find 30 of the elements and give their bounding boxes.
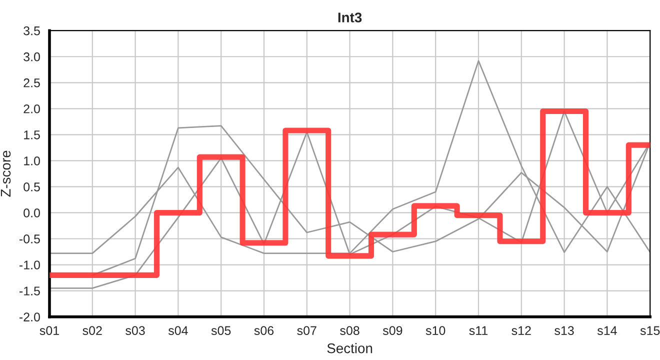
x-tick-label: s05 <box>211 326 231 336</box>
y-tick-label: 0.0 <box>24 208 40 218</box>
y-tick-label: 3.0 <box>24 52 40 62</box>
x-tick-label: s11 <box>469 326 488 336</box>
x-tick-label: s07 <box>297 326 316 336</box>
x-tick-label: s13 <box>554 326 574 336</box>
x-tick-label: s03 <box>126 326 145 336</box>
x-tick-label: s01 <box>40 326 59 336</box>
x-tick-label: s08 <box>340 326 360 336</box>
y-tick-label: -0.5 <box>19 234 40 244</box>
x-axis-title: Section <box>327 343 372 354</box>
y-tick-label: -1.0 <box>19 260 40 270</box>
chart-title: Int3 <box>338 12 362 22</box>
x-tick-label: s10 <box>426 326 446 336</box>
x-tick-label: s09 <box>382 326 402 336</box>
x-tick-label: s04 <box>168 326 188 336</box>
y-tick-label: 1.0 <box>24 156 40 166</box>
x-tick-label: s12 <box>512 326 531 336</box>
x-tick-label: s14 <box>597 326 617 336</box>
y-tick-label: 2.5 <box>24 78 40 88</box>
y-tick-label: 3.5 <box>24 26 40 36</box>
y-tick-label: 0.5 <box>24 182 40 192</box>
y-tick-label: -1.5 <box>19 286 40 296</box>
y-tick-label: 2.0 <box>24 104 40 114</box>
x-tick-label: s15 <box>640 326 660 336</box>
y-axis-title: Z-score <box>0 150 11 197</box>
x-tick-label: s02 <box>82 326 102 336</box>
y-tick-label: -2.0 <box>19 312 40 322</box>
y-tick-label: 1.5 <box>24 130 40 140</box>
x-tick-label: s06 <box>254 326 274 336</box>
